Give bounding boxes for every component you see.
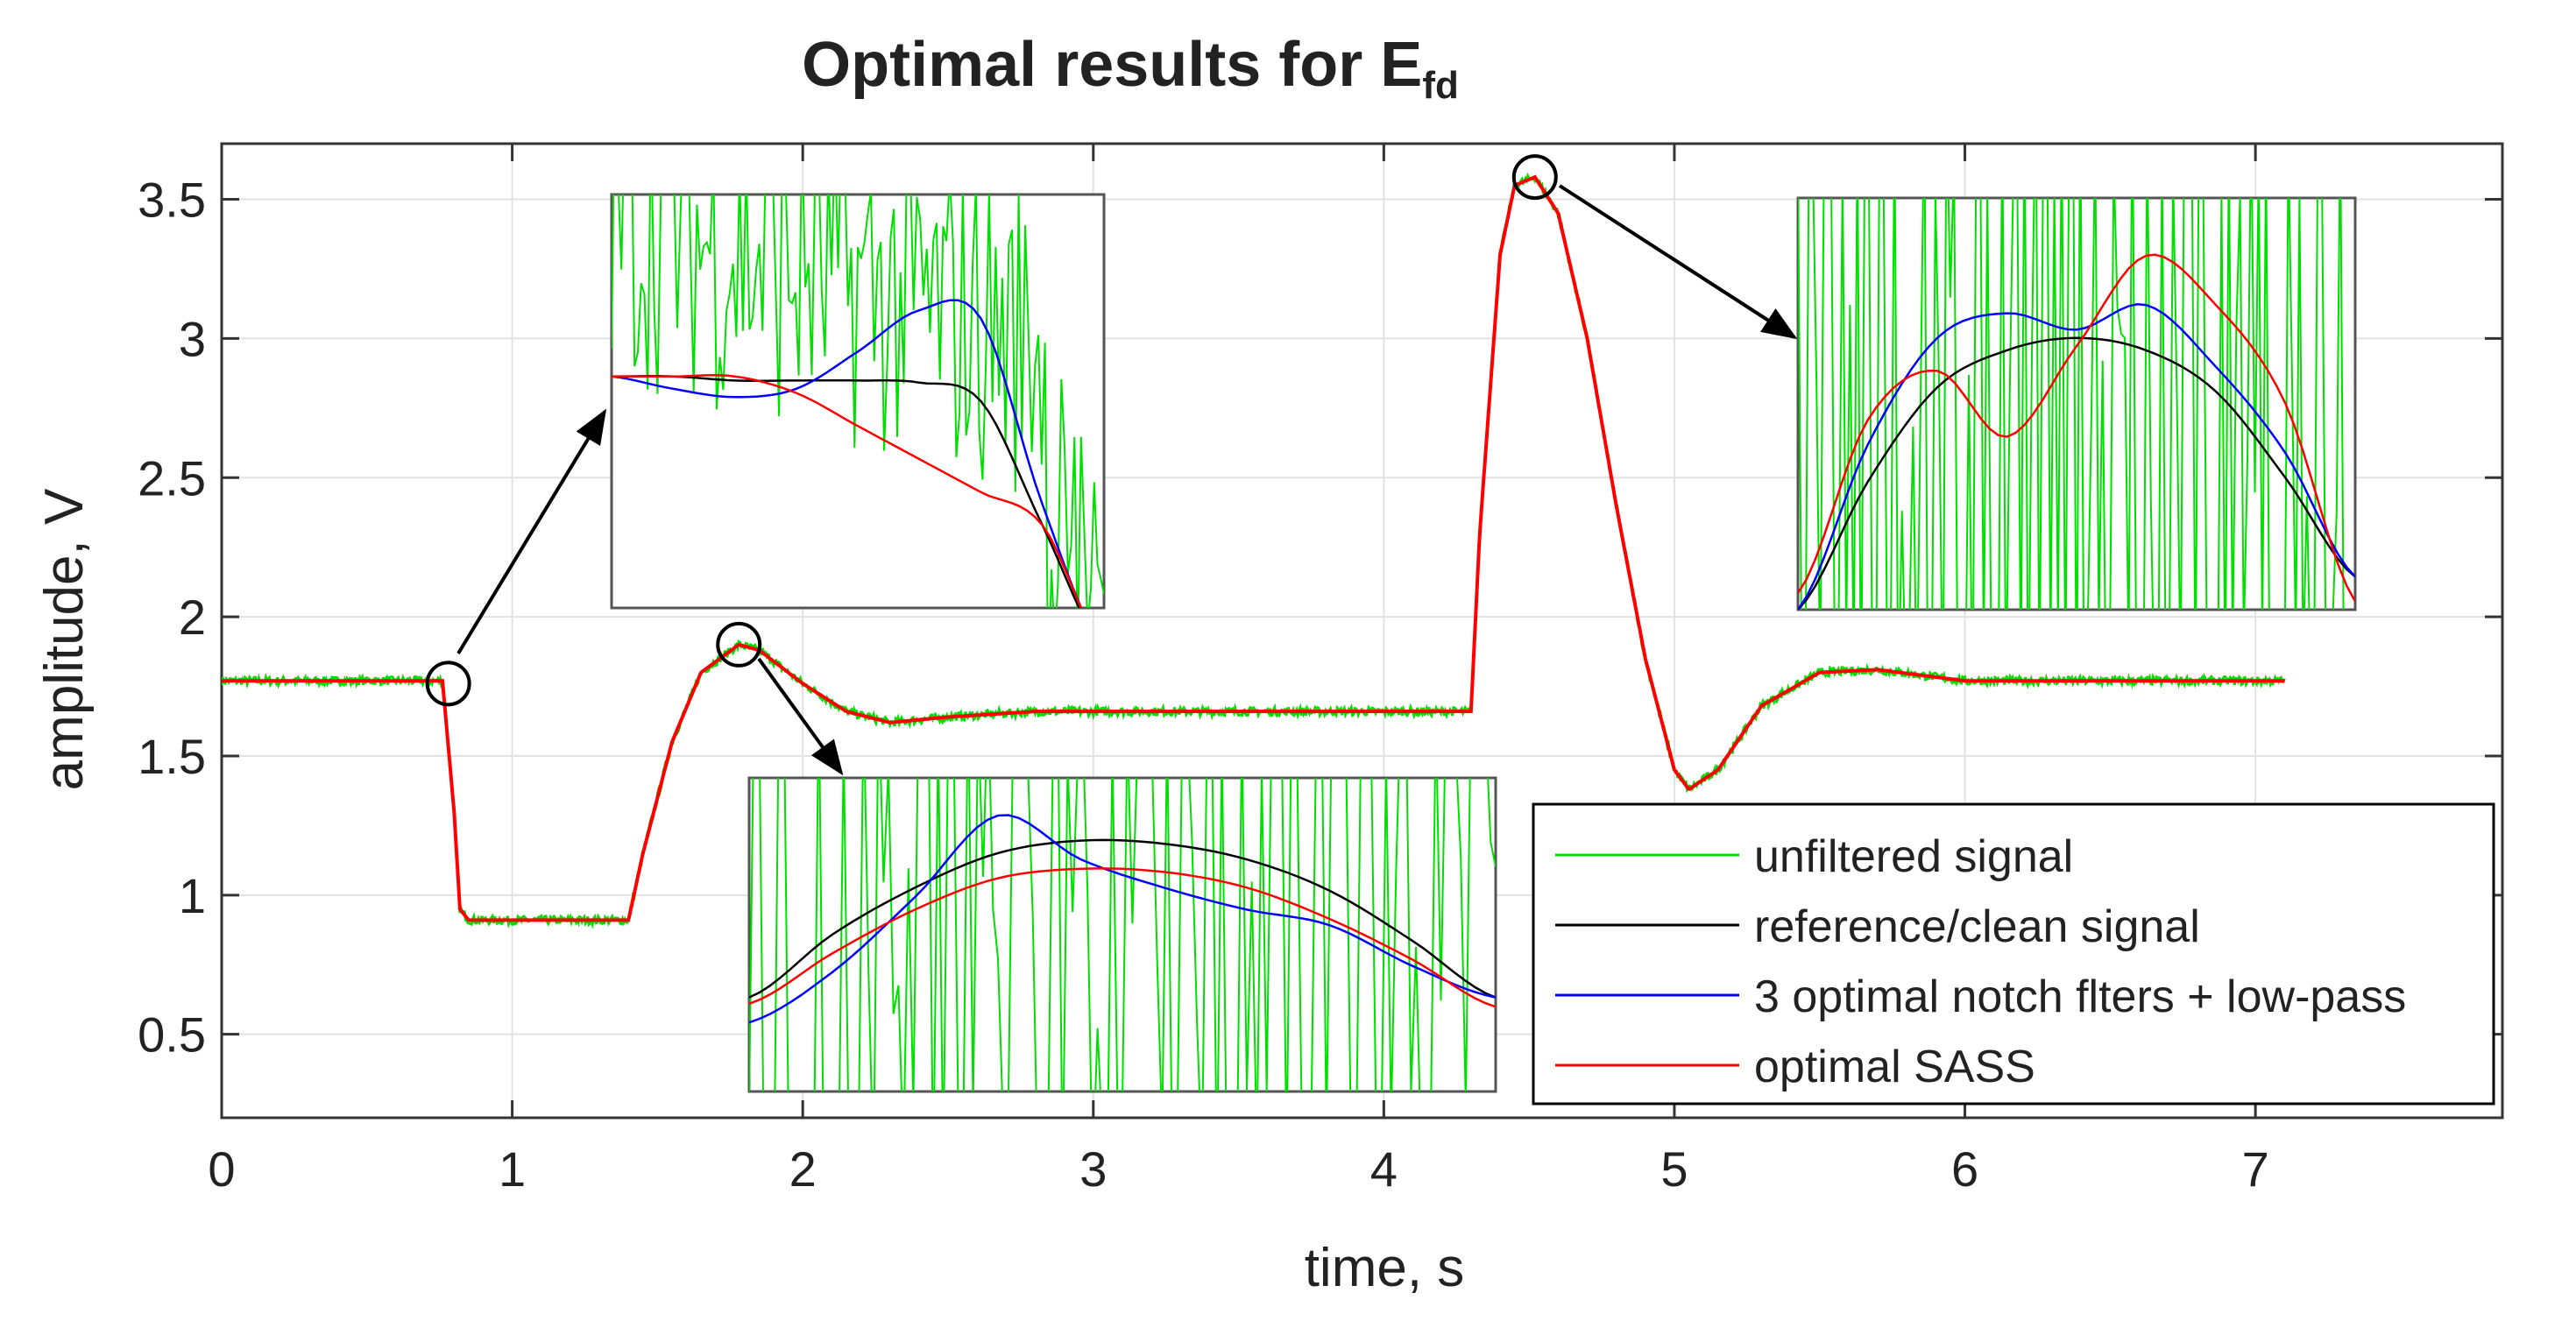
inset-reference-line [749, 838, 1496, 999]
y-tick-label: 0.5 [138, 1007, 206, 1063]
x-tick-label: 6 [1951, 1141, 1978, 1197]
inset-reference-line [612, 375, 1081, 608]
zoom-arrows [456, 184, 1798, 776]
y-tick-labels: 0.5 1 1.5 2 2.5 3 3.5 [138, 173, 206, 1063]
zoom-marker-circle [716, 621, 762, 668]
plot-area [220, 142, 2504, 1120]
inset-peak [747, 776, 1497, 1093]
inset-sass-line [1798, 253, 2355, 603]
x-tick-labels: 0 1 2 3 4 5 6 7 [208, 1141, 2268, 1197]
legend-label: reference/clean signal [1754, 901, 2200, 952]
inset-reference-line [1798, 336, 2355, 610]
legend: unfiltered signal reference/clean signal 3… [1532, 802, 2495, 1106]
x-tick-label: 7 [2242, 1141, 2269, 1197]
axis-ticks [220, 144, 2502, 1118]
y-tick-label: 1.5 [138, 729, 206, 784]
main-series [222, 172, 2286, 929]
y-axis-label: amplitude, V [34, 488, 95, 790]
inset-sass-line [749, 867, 1496, 1008]
inset-notch-line [612, 299, 1083, 608]
y-tick-label: 3 [179, 311, 206, 366]
zoom-markers [425, 154, 1558, 707]
inset-plot [612, 194, 1104, 608]
inset-notch-line [749, 814, 1496, 1024]
inset-frame [1796, 196, 2357, 611]
legend-label: unfiltered signal [1754, 831, 2073, 882]
zoom-marker-circle [425, 660, 471, 707]
zoom-arrow [757, 657, 844, 776]
y-tick-label: 3.5 [138, 173, 206, 228]
zoom-marker-circle [1511, 154, 1558, 201]
inset-max [1796, 196, 2357, 611]
y-tick-label: 1 [179, 868, 206, 923]
inset-fall [610, 193, 1106, 610]
series-sass-line [222, 174, 2285, 922]
x-tick-label: 1 [499, 1141, 526, 1197]
legend-label: 3 optimal notch flters + low-pass [1754, 971, 2406, 1022]
chart-title-main: Optimal results for E [802, 30, 1422, 100]
legend-items: unfiltered signal reference/clean signal 3… [1555, 831, 2406, 1092]
legend-label: optimal SASS [1754, 1042, 2035, 1092]
inset-sass-line [612, 374, 1083, 608]
inset-plot [1798, 198, 2355, 610]
y-tick-label: 2 [179, 590, 206, 645]
y-tick-label: 2.5 [138, 450, 206, 505]
inset-plot [749, 778, 1496, 1091]
zoom-arrow [1558, 184, 1798, 340]
x-tick-label: 0 [208, 1141, 235, 1197]
x-tick-label: 3 [1079, 1141, 1107, 1197]
insets [610, 193, 2357, 1093]
x-tick-label: 5 [1660, 1141, 1688, 1197]
chart-title-subscript: fd [1422, 64, 1459, 107]
legend-box [1532, 802, 2495, 1106]
inset-notch-line [1798, 303, 2355, 610]
x-axis-label: time, s [1305, 1238, 1465, 1298]
x-tick-label: 2 [789, 1141, 817, 1197]
chart-title: Optimal results for Efd [802, 30, 1459, 107]
zoom-arrow [456, 408, 607, 655]
x-tick-label: 4 [1370, 1141, 1398, 1197]
